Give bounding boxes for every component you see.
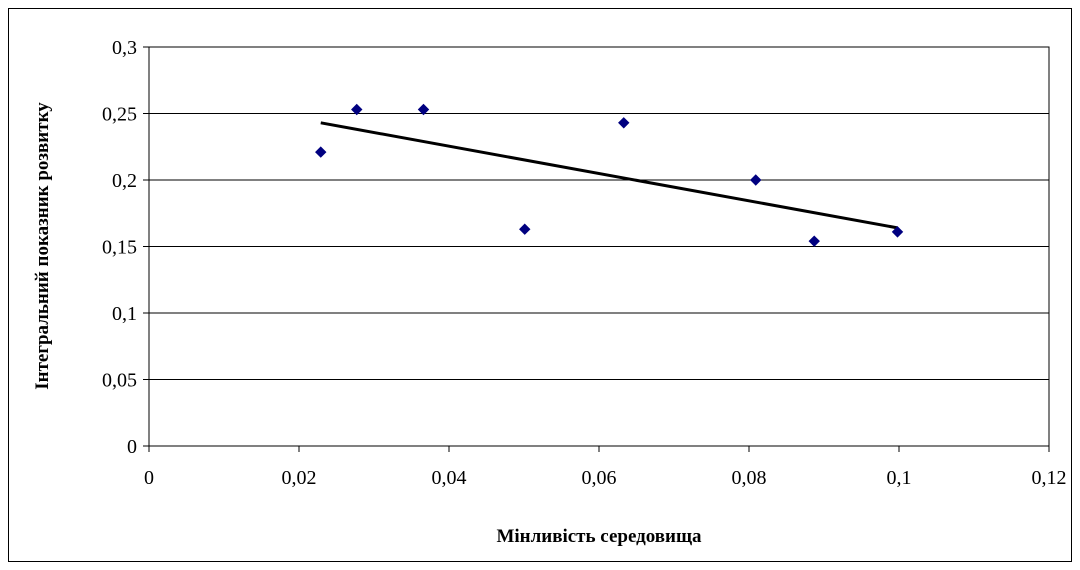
gridlines [149, 46, 1049, 380]
x-tick-label: 0,02 [282, 467, 317, 489]
data-point [315, 146, 327, 158]
scatter-chart: 0 0,05 0,1 0,15 0,2 0,25 0,3 0 0,02 0,04 0,06 0,08 0… [32, 37, 1067, 547]
y-tick-label: 0,1 [112, 303, 137, 325]
data-point [750, 174, 762, 186]
data-point [808, 235, 820, 247]
y-tick-label: 0 [127, 436, 137, 458]
chart-area: 0 0,05 0,1 0,15 0,2 0,25 0,3 0 0,02 0,04 0,06 0,08 0… [8, 8, 1072, 562]
y-tick-label: 0,15 [102, 237, 137, 259]
y-tick-label: 0,2 [112, 170, 137, 192]
y-tick-label: 0,05 [102, 370, 137, 392]
x-tick-label: 0,12 [1032, 467, 1067, 489]
data-point [618, 117, 630, 129]
x-tick-label: 0,06 [582, 467, 617, 489]
data-point [351, 103, 363, 116]
tick-labels: 0 0,05 0,1 0,15 0,2 0,25 0,3 0 0,02 0,04 0,06 0,08 0… [102, 37, 1067, 489]
trendline [320, 121, 898, 230]
data-points [315, 103, 904, 247]
y-tick-label: 0,25 [102, 104, 137, 126]
axes [143, 46, 1050, 452]
data-point [891, 226, 904, 238]
data-point [519, 223, 531, 235]
x-axis-title: Мінливість середовища [496, 526, 702, 547]
x-tick-label: 0,04 [432, 467, 467, 489]
trendline-layer [320, 121, 898, 230]
data-point [417, 103, 430, 116]
x-tick-label: 0,08 [732, 467, 767, 489]
y-axis-title: Інтегральний показник розвитку [32, 102, 53, 390]
y-tick-label: 0,3 [112, 37, 137, 59]
x-tick-label: 0 [144, 467, 154, 489]
x-tick-label: 0,1 [887, 467, 912, 489]
